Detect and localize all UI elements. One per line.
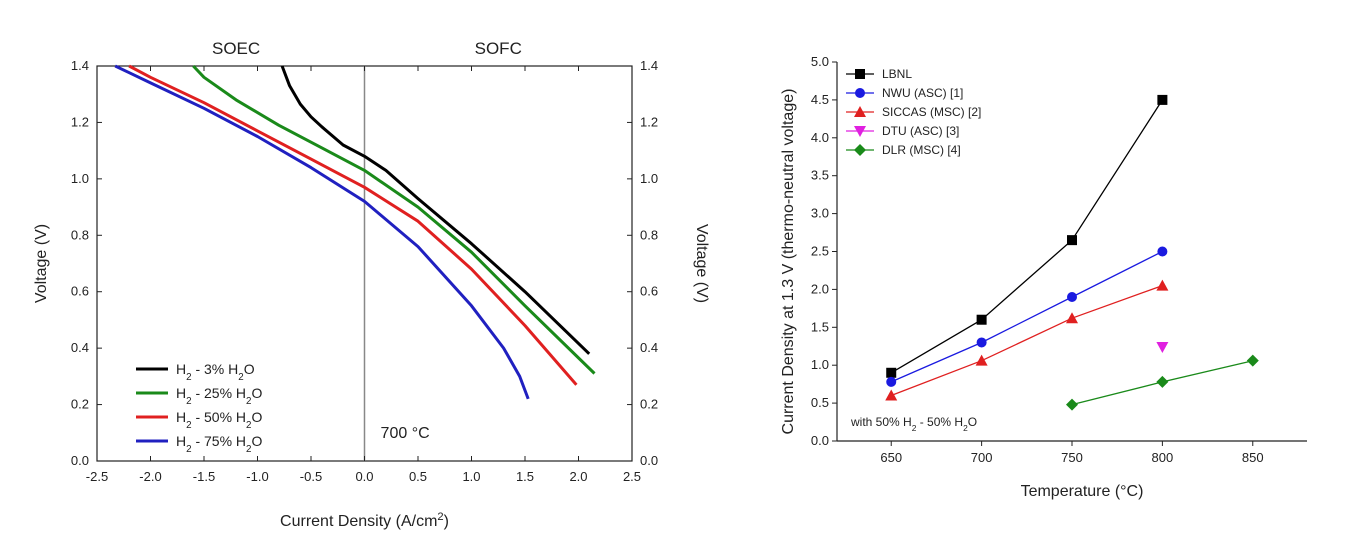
data-point <box>1156 279 1169 291</box>
y-tick-label: 1.4 <box>71 58 89 73</box>
y-tick-label: 0.2 <box>71 397 89 412</box>
x-axis-label: Current Density (A/cm2) <box>280 511 449 530</box>
x-tick-label: 800 <box>1152 450 1174 465</box>
x-tick-label: 2.0 <box>569 469 587 484</box>
current-density-chart: 650 700 750 800 850 0.0 0.5 1.0 1.5 2.0 2.5 3.0 3.5 4… <box>780 54 1307 500</box>
legend-label: H2 - 50% H2O <box>176 409 263 431</box>
y-tick-label-right: 1.4 <box>640 58 658 73</box>
x-tick-label: -0.5 <box>300 469 322 484</box>
data-point <box>886 367 897 378</box>
legend-label: DTU (ASC) [3] <box>882 124 959 138</box>
electrolysis-condition-annotation: with 50% H2 - 50% H2O <box>850 415 977 433</box>
y-tick-label-right: 0.6 <box>640 284 658 299</box>
legend-swatch-marker <box>854 144 866 156</box>
y-tick-label: 0.0 <box>811 433 829 448</box>
y-tick-label: 3.0 <box>811 206 829 221</box>
y-tick-label: 0.5 <box>811 395 829 410</box>
data-point <box>886 376 897 387</box>
x-tick-label: -2.5 <box>86 469 108 484</box>
y-tick-label: 5.0 <box>811 54 829 69</box>
legend-swatch-marker <box>855 88 865 98</box>
data-point <box>1156 342 1169 354</box>
y-tick-label: 4.5 <box>811 92 829 107</box>
y-tick-label: 4.0 <box>811 130 829 145</box>
y-axis-label: Voltage (V) <box>33 224 50 303</box>
data-point <box>1067 291 1077 302</box>
data-point <box>1066 312 1078 324</box>
data-point <box>976 337 987 348</box>
legend-label: H2 - 3% H2O <box>176 361 255 383</box>
data-point <box>1067 235 1077 246</box>
y-tick-label-right: 0.0 <box>640 453 658 468</box>
y-tick-label: 1.2 <box>71 114 89 129</box>
y-axis-label: Current Density at 1.3 V (thermo-neutral… <box>780 89 797 435</box>
legend-label: DLR (MSC) [4] <box>882 143 961 157</box>
x-tick-label: 850 <box>1242 450 1264 465</box>
x-tick-label: 0.5 <box>409 469 427 484</box>
y-tick-label-right: 0.2 <box>640 397 658 412</box>
data-point <box>975 354 988 366</box>
data-point <box>1157 246 1168 257</box>
x-tick-label: -1.5 <box>193 469 215 484</box>
series-line-2 <box>192 64 596 375</box>
y-tick-label-right: 0.8 <box>640 227 658 242</box>
y-tick-label: 1.5 <box>811 319 829 334</box>
series-line-1 <box>280 65 591 355</box>
series-line-3 <box>890 284 1163 397</box>
x-axis-label: Temperature (°C) <box>1021 483 1144 500</box>
legend-label: H2 - 75% H2O <box>176 433 263 455</box>
y-tick-label-right: 1.2 <box>640 114 658 129</box>
y-tick-label: 1.0 <box>811 357 829 372</box>
legend-swatch-marker <box>855 69 865 79</box>
y-tick-label: 1.0 <box>71 171 89 186</box>
y-tick-label: 2.0 <box>811 281 829 296</box>
legend-label: H2 - 25% H2O <box>176 385 263 407</box>
y-tick-label-right: 0.4 <box>640 340 658 355</box>
data-point <box>1066 398 1078 411</box>
data-point <box>1156 375 1169 388</box>
x-tick-label: 700 <box>971 450 993 465</box>
legend-label: SICCAS (MSC) [2] <box>882 105 981 119</box>
region-label-soec: SOEC <box>212 39 260 58</box>
x-tick-label: 650 <box>880 450 902 465</box>
series-line-4 <box>114 64 530 400</box>
y-tick-label: 0.4 <box>71 340 89 355</box>
data-point <box>1157 94 1168 105</box>
series-line-2 <box>890 250 1163 383</box>
legend-swatch-marker <box>854 106 866 117</box>
y-tick-label: 3.5 <box>811 168 829 183</box>
y-tick-label-right: 1.0 <box>640 171 658 186</box>
series-line-1 <box>890 99 1163 374</box>
x-tick-label: 0.0 <box>355 469 373 484</box>
legend-label: LBNL <box>882 67 912 81</box>
y-tick-label: 0.8 <box>71 227 89 242</box>
y-tick-label: 0.6 <box>71 284 89 299</box>
x-tick-label: 2.5 <box>623 469 641 484</box>
y-tick-label: 2.5 <box>811 244 829 259</box>
legend-label: NWU (ASC) [1] <box>882 86 963 100</box>
y-tick-label: 0.0 <box>71 453 89 468</box>
x-tick-label: 1.0 <box>462 469 480 484</box>
x-tick-label: 1.5 <box>516 469 534 484</box>
data-point <box>976 314 987 325</box>
data-point <box>1246 354 1259 367</box>
x-tick-label: -1.0 <box>246 469 268 484</box>
series-line-3 <box>128 64 578 386</box>
voltage-chart: -2.5 -2.0 -1.5 -1.0 -0.5 0.0 0.5 1.0 1.5 2.0 2.50.… <box>33 39 710 530</box>
temperature-annotation: 700 °C <box>381 425 430 442</box>
y-axis-label-right: Voltage (V) <box>693 224 710 303</box>
legend-swatch-marker <box>854 126 866 137</box>
x-tick-label: -2.0 <box>139 469 161 484</box>
region-label-sofc: SOFC <box>475 39 522 58</box>
data-point <box>885 389 898 401</box>
x-tick-label: 750 <box>1061 450 1083 465</box>
